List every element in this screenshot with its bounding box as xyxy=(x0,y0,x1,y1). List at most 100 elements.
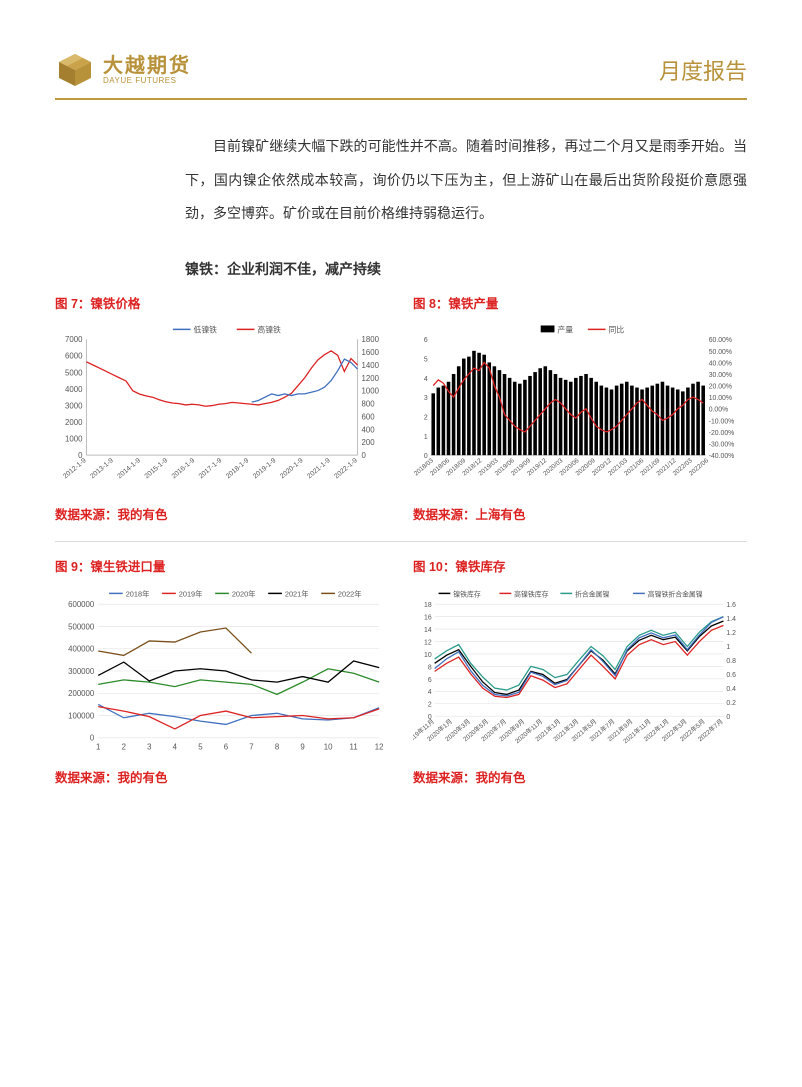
svg-text:1.2: 1.2 xyxy=(726,630,736,637)
svg-text:同比: 同比 xyxy=(608,324,624,334)
section-subtitle: 镍铁：企业利润不佳，减产持续 xyxy=(185,259,747,279)
svg-text:低镍铁: 低镍铁 xyxy=(194,324,218,334)
svg-text:1.6: 1.6 xyxy=(726,602,736,609)
chart-9-title: 图 9：镍生铁进口量 xyxy=(55,556,389,575)
svg-text:3: 3 xyxy=(424,395,428,402)
svg-text:2022-1-9: 2022-1-9 xyxy=(333,457,359,480)
svg-text:1200: 1200 xyxy=(361,374,379,383)
svg-text:8: 8 xyxy=(275,742,280,751)
svg-text:600: 600 xyxy=(361,412,375,421)
svg-text:4: 4 xyxy=(424,376,428,383)
svg-text:500000: 500000 xyxy=(68,622,95,631)
chart-7-svg: 低镍铁高镍铁0100020003000400050006000700002004… xyxy=(55,318,389,498)
chart-9-svg: 2018年2019年2020年2021年2022年010000020000030… xyxy=(55,581,389,761)
svg-text:5000: 5000 xyxy=(65,368,83,377)
svg-text:1.4: 1.4 xyxy=(726,616,736,623)
chart-10-svg: 镍铁库存高镍铁库存折合金属镍高镍铁折合金属镍02468101214161800.… xyxy=(413,581,747,761)
svg-text:4: 4 xyxy=(428,689,432,696)
chart-8-source: 数据来源：上海有色 xyxy=(413,504,747,523)
chart-7-title: 图 7：镍铁价格 xyxy=(55,293,389,312)
svg-text:1000: 1000 xyxy=(65,434,83,443)
svg-text:2017-1-9: 2017-1-9 xyxy=(198,457,224,480)
svg-text:3000: 3000 xyxy=(65,401,83,410)
svg-text:600000: 600000 xyxy=(68,600,95,609)
svg-text:高镍铁库存: 高镍铁库存 xyxy=(514,589,548,598)
svg-text:6000: 6000 xyxy=(65,352,83,361)
svg-text:5: 5 xyxy=(424,356,428,363)
svg-text:11: 11 xyxy=(350,742,358,751)
svg-text:2021-1-9: 2021-1-9 xyxy=(306,457,332,480)
chart-8-svg: 产量同比0123456-40.00%-30.00%-20.00%-10.00%0… xyxy=(413,318,747,498)
svg-text:2020-1-9: 2020-1-9 xyxy=(279,457,305,480)
svg-text:1600: 1600 xyxy=(361,348,379,357)
svg-text:16: 16 xyxy=(424,614,432,621)
chart-7-cell: 图 7：镍铁价格 低镍铁高镍铁0100020003000400050006000… xyxy=(55,293,389,523)
svg-text:200: 200 xyxy=(361,438,375,447)
svg-text:1800: 1800 xyxy=(361,335,379,344)
svg-text:1000: 1000 xyxy=(361,386,379,395)
svg-text:300000: 300000 xyxy=(68,667,95,676)
svg-text:6: 6 xyxy=(424,337,428,344)
svg-text:1: 1 xyxy=(96,742,100,751)
svg-text:10: 10 xyxy=(424,652,432,659)
svg-text:50.00%: 50.00% xyxy=(709,349,732,356)
svg-text:2016-1-9: 2016-1-9 xyxy=(171,457,197,480)
svg-text:40.00%: 40.00% xyxy=(709,360,732,367)
svg-text:12: 12 xyxy=(424,639,432,646)
svg-text:60.00%: 60.00% xyxy=(709,337,732,344)
page-header: 大越期货 DAYUE FUTURES 月度报告 xyxy=(55,50,747,100)
svg-text:10: 10 xyxy=(324,742,333,751)
chart-8-title: 图 8：镍铁产量 xyxy=(413,293,747,312)
svg-text:-40.00%: -40.00% xyxy=(709,453,735,460)
svg-text:0.00%: 0.00% xyxy=(709,407,728,414)
svg-text:6: 6 xyxy=(224,742,229,751)
svg-text:1400: 1400 xyxy=(361,361,379,370)
svg-text:折合金属镍: 折合金属镍 xyxy=(575,589,609,598)
chart-10-title: 图 10：镍铁库存 xyxy=(413,556,747,575)
svg-text:0.8: 0.8 xyxy=(726,658,736,665)
chart-8-cell: 图 8：镍铁产量 产量同比0123456-40.00%-30.00%-20.00… xyxy=(413,293,747,523)
chart-9-source: 数据来源：我的有色 xyxy=(55,767,389,786)
svg-text:2018-1-9: 2018-1-9 xyxy=(225,457,251,480)
svg-text:2012-1-9: 2012-1-9 xyxy=(62,457,88,480)
svg-text:2: 2 xyxy=(428,701,432,708)
svg-text:2022年: 2022年 xyxy=(338,589,362,598)
svg-text:2015-1-9: 2015-1-9 xyxy=(144,457,170,480)
svg-text:镍铁库存: 镍铁库存 xyxy=(453,589,481,598)
svg-text:200000: 200000 xyxy=(68,689,95,698)
svg-text:产量: 产量 xyxy=(557,324,573,334)
svg-text:4: 4 xyxy=(173,742,178,751)
chart-10-cell: 图 10：镍铁库存 镍铁库存高镍铁库存折合金属镍高镍铁折合金属镍02468101… xyxy=(413,556,747,786)
logo-text-cn: 大越期货 xyxy=(103,56,191,76)
body-paragraph: 目前镍矿继续大幅下跌的可能性并不高。随着时间推移，再过二个月又是雨季开始。当下，… xyxy=(185,130,747,231)
svg-text:400000: 400000 xyxy=(68,644,95,653)
svg-text:5: 5 xyxy=(198,742,203,751)
svg-text:6: 6 xyxy=(428,677,432,684)
svg-text:0.2: 0.2 xyxy=(726,700,736,707)
svg-text:高镍铁折合金属镍: 高镍铁折合金属镍 xyxy=(648,589,703,598)
svg-text:800: 800 xyxy=(361,399,375,408)
svg-text:0: 0 xyxy=(361,451,366,460)
svg-text:4000: 4000 xyxy=(65,385,83,394)
company-logo: 大越期货 DAYUE FUTURES xyxy=(55,50,191,90)
svg-text:9: 9 xyxy=(300,742,304,751)
svg-text:30.00%: 30.00% xyxy=(709,372,732,379)
logo-text-en: DAYUE FUTURES xyxy=(103,76,191,85)
svg-text:7: 7 xyxy=(249,742,253,751)
svg-text:100000: 100000 xyxy=(68,711,95,720)
svg-text:2019年: 2019年 xyxy=(179,589,203,598)
svg-text:14: 14 xyxy=(424,627,432,634)
logo-cube-icon xyxy=(55,50,95,90)
svg-text:0.4: 0.4 xyxy=(726,686,736,693)
svg-text:8: 8 xyxy=(428,664,432,671)
svg-text:3: 3 xyxy=(147,742,152,751)
svg-text:2021年: 2021年 xyxy=(285,589,309,598)
chart-10-source: 数据来源：我的有色 xyxy=(413,767,747,786)
svg-text:0: 0 xyxy=(90,734,95,743)
svg-text:高镍铁: 高镍铁 xyxy=(257,324,281,334)
chart-9-cell: 图 9：镍生铁进口量 2018年2019年2020年2021年2022年0100… xyxy=(55,556,389,786)
charts-divider xyxy=(55,541,747,542)
svg-text:400: 400 xyxy=(361,425,375,434)
svg-text:12: 12 xyxy=(375,742,384,751)
svg-text:20.00%: 20.00% xyxy=(709,383,732,390)
